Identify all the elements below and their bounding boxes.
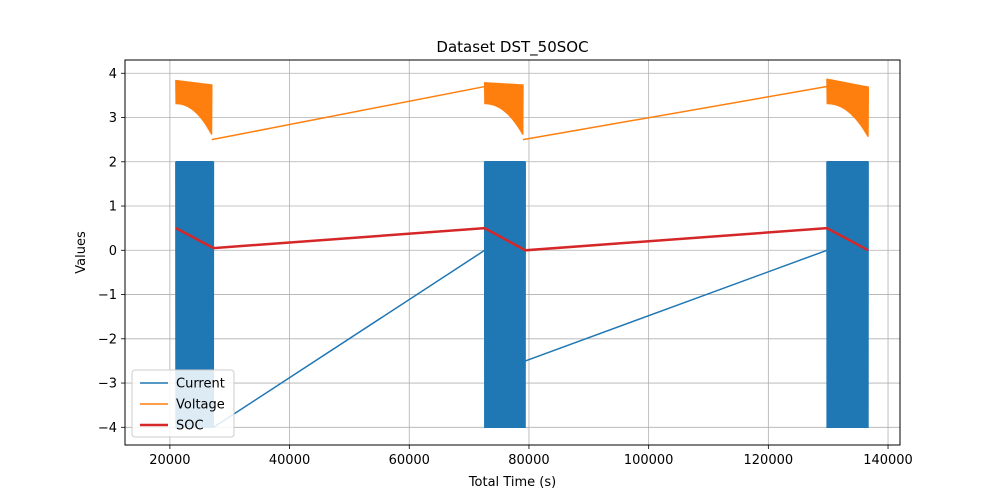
voltage-dst-segment (483, 82, 524, 135)
axes-frame (124, 59, 901, 446)
y-tick-label: −2 (98, 332, 117, 347)
x-tick-label: 20000 (149, 453, 190, 468)
legend-label: Current (176, 377, 225, 392)
current-dst-segment (175, 161, 215, 429)
soc-line (175, 226, 869, 252)
y-tick-label: 1 (109, 200, 117, 215)
current-dst-segment (483, 161, 526, 429)
y-tick-label: 0 (109, 244, 117, 259)
legend: Current Voltage SOC (131, 369, 235, 438)
y-tick-label: −1 (98, 288, 117, 303)
y-tick-label: −4 (98, 421, 117, 436)
voltage-rest-line (522, 85, 828, 141)
legend-label: SOC (176, 419, 204, 434)
x-tick-label: 80000 (508, 453, 549, 468)
x-axis-label: Total Time (s) (468, 475, 556, 490)
legend-label: Voltage (176, 398, 225, 413)
legend-box (131, 369, 235, 438)
x-tick-label: 100000 (624, 453, 674, 468)
y-tick-label: 3 (109, 111, 117, 126)
chart-title: Dataset DST_50SOC (436, 38, 588, 57)
voltage-dst-segment (175, 79, 213, 135)
series-group (175, 78, 870, 429)
x-tick-label: 120000 (744, 453, 794, 468)
x-tick-label: 40000 (269, 453, 310, 468)
y-tick-label: 4 (109, 67, 117, 82)
y-tick-label: −3 (98, 377, 117, 392)
y-tick-label: 2 (109, 155, 117, 170)
y-axis-label: Values (74, 231, 89, 274)
x-tick-label: 60000 (389, 453, 430, 468)
current-rest-line (525, 249, 828, 362)
current-rest-line (213, 249, 486, 428)
x-tick-label: 140000 (863, 453, 913, 468)
current-dst-segment (826, 161, 869, 429)
plot-area (175, 78, 870, 429)
voltage-rest-line (211, 85, 485, 141)
voltage-dst-segment (826, 78, 870, 137)
axis-ticks: 20000 40000 60000 80000 100000 120000 140000 −4… (98, 67, 913, 468)
